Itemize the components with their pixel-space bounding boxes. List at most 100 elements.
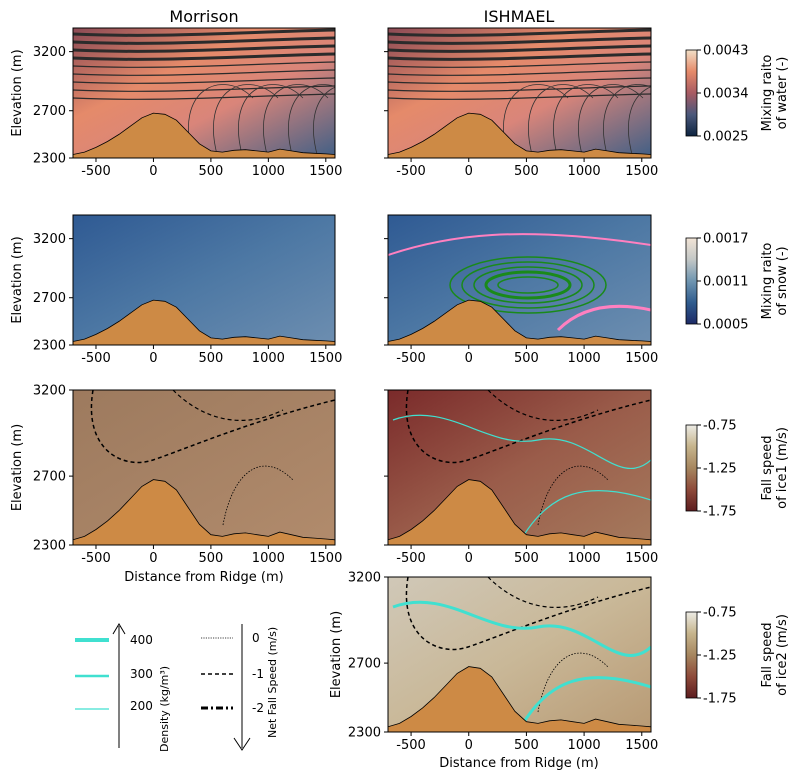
legend-fall-1: -1 xyxy=(252,667,264,681)
fall-contour xyxy=(537,652,609,713)
streamline xyxy=(388,28,651,37)
streamline xyxy=(73,52,335,61)
colorbar-tick-label: -1.25 xyxy=(703,649,737,664)
colorbar-tick-label: 0.0043 xyxy=(703,44,749,59)
terrain xyxy=(388,479,651,545)
streamline xyxy=(388,52,651,61)
x-tick-label: 1000 xyxy=(568,551,601,566)
snow-contour-green xyxy=(497,276,559,294)
y-axis-label: Elevation (m) xyxy=(10,424,25,511)
streamline xyxy=(388,77,651,84)
streamline xyxy=(73,69,335,76)
snow-contour-green xyxy=(461,261,595,309)
y-tick-label: 2700 xyxy=(348,657,381,672)
x-tick-label: 1500 xyxy=(309,351,342,366)
streamline xyxy=(388,85,651,92)
x-axis-label-morrison: Distance from Ridge (m) xyxy=(124,570,283,585)
x-tick-label: 0 xyxy=(149,551,157,566)
x-axis-label-ishmael: Distance from Ridge (m) xyxy=(439,756,598,771)
terrain xyxy=(73,112,335,158)
overlay-i1 xyxy=(388,28,651,158)
x-tick-label: 1500 xyxy=(625,164,658,179)
x-tick-label: 0 xyxy=(465,164,473,179)
column-title-ishmael: ISHMAEL xyxy=(484,7,555,26)
y-tick-label: 3200 xyxy=(348,571,381,586)
colorbar-tick-label: -1.25 xyxy=(703,462,737,477)
terrain xyxy=(73,299,335,345)
colorbar-gradient xyxy=(685,49,698,137)
colorbar-tick-label: -1.75 xyxy=(703,505,737,520)
colorbar-tick-label: 0.0025 xyxy=(703,130,749,145)
colorbar-label-line1: Mixing raito xyxy=(760,243,775,320)
x-tick-label: 1000 xyxy=(252,551,285,566)
column-title-morrison: Morrison xyxy=(169,7,238,26)
density-contour xyxy=(392,414,651,469)
y-axis-label: Elevation (m) xyxy=(329,611,344,698)
x-tick-label: -500 xyxy=(81,551,111,566)
y-tick-label: 3200 xyxy=(33,45,66,60)
terrain xyxy=(388,299,651,345)
colorbar-tick-label: 0.0005 xyxy=(703,318,749,333)
legend-density-200: 200 xyxy=(130,699,153,713)
panel-m2: -500 0 500 1000 1500 2300 2700 3200 Elevation (m… xyxy=(10,214,342,366)
x-tick-label: 1000 xyxy=(252,164,285,179)
x-tick-label: 500 xyxy=(514,164,539,179)
streamline xyxy=(388,36,651,45)
streamline xyxy=(73,28,335,37)
panel-frame xyxy=(72,214,336,346)
panel-frame xyxy=(387,389,652,546)
y-tick-label: 2300 xyxy=(33,339,66,354)
x-tick-label: 0 xyxy=(465,351,473,366)
y-tick-label: 2700 xyxy=(33,470,66,485)
y-axis-label: Elevation (m) xyxy=(10,49,25,136)
x-tick-label: 500 xyxy=(198,164,223,179)
overlay-m3 xyxy=(73,390,335,545)
streamline xyxy=(388,69,651,76)
streamline xyxy=(73,93,335,100)
streamline xyxy=(288,84,335,158)
y-tick-label: 2700 xyxy=(33,291,66,306)
panel-frame xyxy=(387,214,652,346)
legend-fall-arrow-head xyxy=(233,737,251,751)
x-tick-label: 0 xyxy=(465,551,473,566)
y-tick-label: 2300 xyxy=(33,539,66,554)
panel-i2: -500 0 500 1000 1500 xyxy=(384,214,658,366)
x-tick-label: 1500 xyxy=(309,164,342,179)
colorbar-tick-label: 0.0017 xyxy=(703,232,749,247)
x-tick-label: -500 xyxy=(81,351,111,366)
streamline xyxy=(73,36,335,45)
streamline xyxy=(388,93,651,100)
y-tick-label: 2700 xyxy=(33,104,66,119)
legend-density-400: 400 xyxy=(130,633,153,647)
fall-contour xyxy=(90,390,335,464)
panel-i4: -500 0 500 1000 1500 2300 2700 3200 Elevation (m… xyxy=(329,571,658,754)
legend-density-label: Density (kg/m³) xyxy=(158,666,171,752)
x-tick-label: -500 xyxy=(81,164,111,179)
fall-contour xyxy=(222,465,294,526)
y-tick-label: 3200 xyxy=(33,384,66,399)
x-tick-label: 500 xyxy=(198,551,223,566)
colorbar-gradient xyxy=(685,611,698,699)
streamline xyxy=(73,61,335,68)
y-axis-label: Elevation (m) xyxy=(10,236,25,323)
legend: 400 300 200 Density (kg/m³) 0 -1 -2 Net … xyxy=(75,623,279,752)
colorbar-gradient xyxy=(685,424,698,512)
terrain xyxy=(388,666,651,732)
figure-labels: Morrison ISHMAEL Distance from Ridge (m)… xyxy=(124,7,598,771)
snow-contour-pink xyxy=(388,233,651,256)
x-tick-label: 0 xyxy=(149,351,157,366)
x-tick-label: 1500 xyxy=(309,551,342,566)
colorbar-tick-label: 0.0011 xyxy=(703,275,749,290)
panel-frame xyxy=(387,576,652,733)
overlay-i2 xyxy=(388,233,651,345)
streamline xyxy=(313,86,335,158)
x-tick-label: 500 xyxy=(198,351,223,366)
streamline xyxy=(73,44,335,53)
fall-contour xyxy=(487,577,599,608)
x-tick-label: 1000 xyxy=(568,738,601,753)
streamline xyxy=(603,84,651,158)
streamline xyxy=(553,84,619,158)
y-tick-label: 2300 xyxy=(33,152,66,167)
streamline xyxy=(528,84,594,158)
